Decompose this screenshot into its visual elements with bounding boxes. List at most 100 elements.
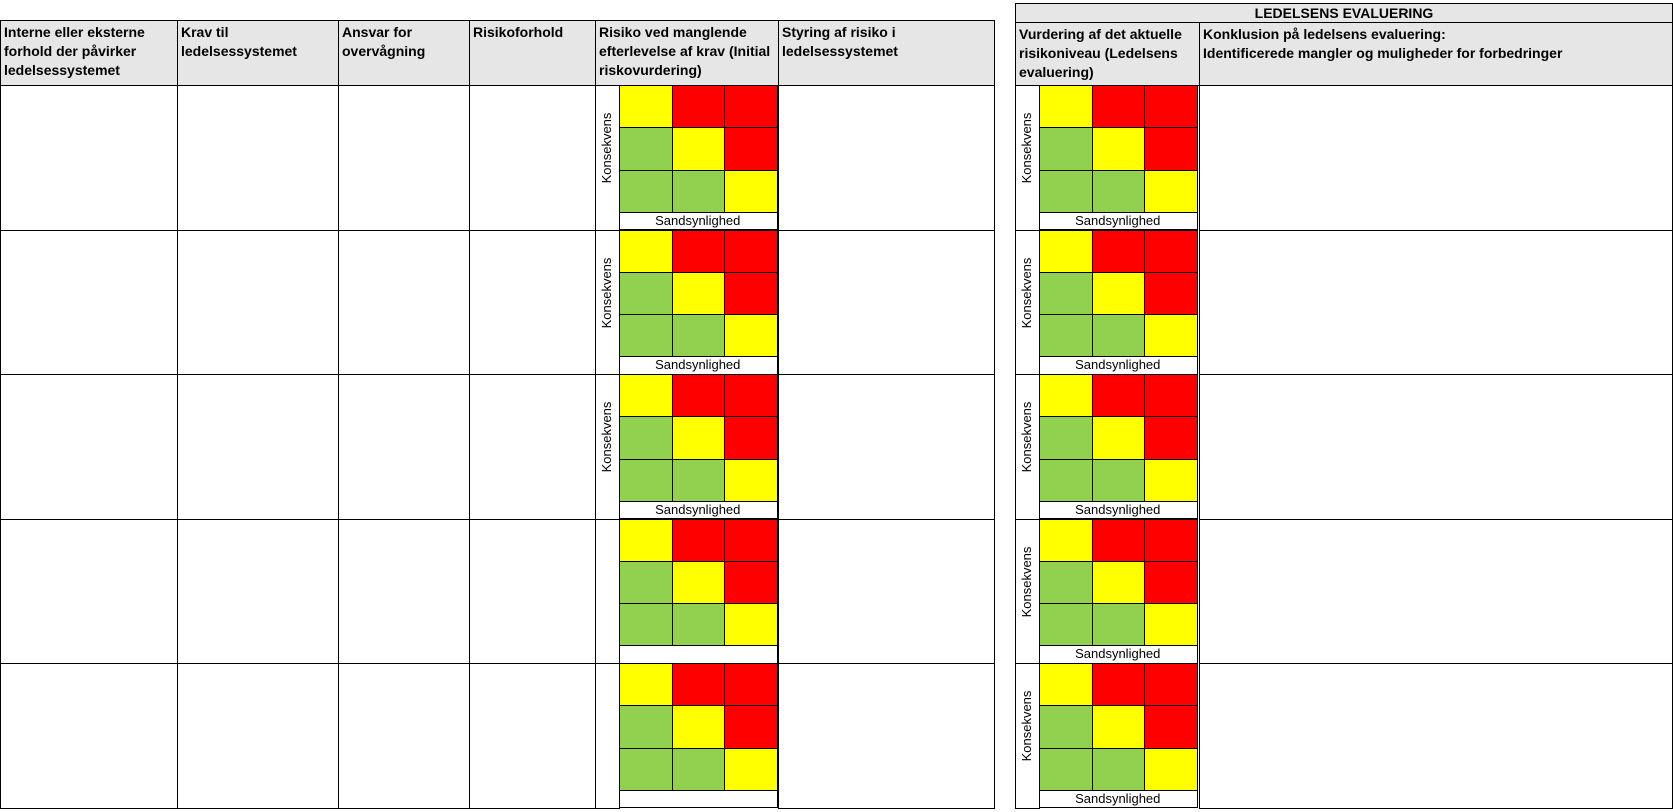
row-4-current-matrix-cell[interactable] <box>1039 663 1093 707</box>
row-0-initial-matrix-cell[interactable] <box>671 127 725 171</box>
row-4-initial-matrix-cell[interactable] <box>724 747 778 791</box>
row-4-col-3-cell[interactable] <box>469 663 596 809</box>
row-3-initial-matrix-cell[interactable] <box>619 603 673 647</box>
row-4-col-0-cell[interactable] <box>0 663 178 809</box>
row-3-initial-matrix-cell[interactable] <box>619 560 673 605</box>
row-0-initial-matrix-cell[interactable] <box>671 85 725 129</box>
row-2-current-matrix-cell[interactable] <box>1039 374 1093 418</box>
row-0-current-matrix-cell[interactable] <box>1144 127 1198 171</box>
row-2-col-2-cell[interactable] <box>338 374 470 520</box>
row-4-initial-matrix-cell[interactable] <box>724 663 778 707</box>
row-1-current-matrix-cell[interactable] <box>1039 229 1093 273</box>
row-2-initial-matrix-cell[interactable] <box>671 458 725 502</box>
row-4-styring-cell[interactable] <box>778 663 995 809</box>
row-4-initial-matrix-cell[interactable] <box>671 747 725 791</box>
row-3-current-matrix-cell[interactable] <box>1144 518 1198 562</box>
row-0-current-matrix-cell[interactable] <box>1039 85 1093 129</box>
row-4-col-1-cell[interactable] <box>177 663 339 809</box>
row-3-col-2-cell[interactable] <box>338 518 470 664</box>
row-4-current-matrix-cell[interactable] <box>1091 747 1145 791</box>
row-2-konklusion-cell[interactable] <box>1199 374 1673 520</box>
row-2-current-matrix-cell[interactable] <box>1039 458 1093 502</box>
row-4-initial-matrix-cell[interactable] <box>619 663 673 707</box>
row-0-initial-matrix-cell[interactable] <box>619 85 673 129</box>
row-1-initial-matrix-cell[interactable] <box>671 314 725 358</box>
row-4-current-matrix-cell[interactable] <box>1039 705 1093 749</box>
row-2-initial-matrix-cell[interactable] <box>671 416 725 460</box>
row-1-initial-matrix-cell[interactable] <box>724 229 778 273</box>
row-1-initial-matrix-cell[interactable] <box>619 314 673 358</box>
row-3-styring-cell[interactable] <box>778 518 995 664</box>
row-0-initial-matrix-cell[interactable] <box>724 127 778 171</box>
row-3-current-matrix-cell[interactable] <box>1039 603 1093 647</box>
row-3-initial-matrix-cell[interactable] <box>671 560 725 605</box>
row-2-initial-matrix-cell[interactable] <box>724 416 778 460</box>
row-0-col-1-cell[interactable] <box>177 85 339 231</box>
row-3-current-matrix-cell[interactable] <box>1144 603 1198 647</box>
row-1-current-matrix-cell[interactable] <box>1091 271 1145 316</box>
row-0-col-0-cell[interactable] <box>0 85 178 231</box>
row-0-initial-matrix-cell[interactable] <box>619 127 673 171</box>
row-1-current-matrix-cell[interactable] <box>1039 271 1093 316</box>
row-2-current-matrix-cell[interactable] <box>1091 374 1145 418</box>
row-0-current-matrix-cell[interactable] <box>1039 127 1093 171</box>
row-0-col-3-cell[interactable] <box>469 85 596 231</box>
row-1-current-matrix-cell[interactable] <box>1091 229 1145 273</box>
row-2-current-matrix-cell[interactable] <box>1091 416 1145 460</box>
row-3-col-1-cell[interactable] <box>177 518 339 664</box>
row-0-current-matrix-cell[interactable] <box>1039 169 1093 213</box>
row-3-initial-matrix-cell[interactable] <box>671 518 725 562</box>
row-4-initial-matrix-cell[interactable] <box>724 705 778 749</box>
row-0-current-matrix-cell[interactable] <box>1144 169 1198 213</box>
row-2-initial-matrix-cell[interactable] <box>619 458 673 502</box>
row-2-current-matrix-cell[interactable] <box>1039 416 1093 460</box>
row-1-konklusion-cell[interactable] <box>1199 229 1673 375</box>
row-2-current-matrix-cell[interactable] <box>1144 458 1198 502</box>
row-3-col-3-cell[interactable] <box>469 518 596 664</box>
row-4-current-matrix-cell[interactable] <box>1091 663 1145 707</box>
row-4-initial-matrix-cell[interactable] <box>619 747 673 791</box>
row-1-initial-matrix-cell[interactable] <box>671 229 725 273</box>
row-1-initial-matrix-cell[interactable] <box>619 229 673 273</box>
row-1-current-matrix-cell[interactable] <box>1144 271 1198 316</box>
row-0-initial-matrix-cell[interactable] <box>619 169 673 213</box>
row-4-initial-matrix-cell[interactable] <box>619 705 673 749</box>
row-3-current-matrix-cell[interactable] <box>1039 560 1093 605</box>
row-0-current-matrix-cell[interactable] <box>1144 85 1198 129</box>
row-0-col-2-cell[interactable] <box>338 85 470 231</box>
row-1-col-3-cell[interactable] <box>469 229 596 375</box>
row-1-current-matrix-cell[interactable] <box>1144 229 1198 273</box>
row-3-initial-matrix-cell[interactable] <box>724 560 778 605</box>
row-1-initial-matrix-cell[interactable] <box>671 271 725 316</box>
row-2-col-3-cell[interactable] <box>469 374 596 520</box>
row-3-current-matrix-cell[interactable] <box>1144 560 1198 605</box>
row-3-current-matrix-cell[interactable] <box>1091 518 1145 562</box>
row-1-initial-matrix-cell[interactable] <box>724 314 778 358</box>
row-4-current-matrix-cell[interactable] <box>1144 747 1198 791</box>
row-2-initial-matrix-cell[interactable] <box>671 374 725 418</box>
row-4-konklusion-cell[interactable] <box>1199 663 1673 809</box>
row-1-col-1-cell[interactable] <box>177 229 339 375</box>
row-4-initial-matrix-cell[interactable] <box>671 705 725 749</box>
row-4-current-matrix-cell[interactable] <box>1144 705 1198 749</box>
row-4-col-2-cell[interactable] <box>338 663 470 809</box>
row-3-konklusion-cell[interactable] <box>1199 518 1673 664</box>
row-1-current-matrix-cell[interactable] <box>1039 314 1093 358</box>
row-4-current-matrix-cell[interactable] <box>1091 705 1145 749</box>
row-0-current-matrix-cell[interactable] <box>1091 85 1145 129</box>
row-1-initial-matrix-cell[interactable] <box>724 271 778 316</box>
row-2-current-matrix-cell[interactable] <box>1091 458 1145 502</box>
row-0-current-matrix-cell[interactable] <box>1091 127 1145 171</box>
row-1-styring-cell[interactable] <box>778 229 995 375</box>
row-2-styring-cell[interactable] <box>778 374 995 520</box>
row-2-col-0-cell[interactable] <box>0 374 178 520</box>
row-2-initial-matrix-cell[interactable] <box>724 374 778 418</box>
row-3-current-matrix-cell[interactable] <box>1039 518 1093 562</box>
row-0-current-matrix-cell[interactable] <box>1091 169 1145 213</box>
row-4-current-matrix-cell[interactable] <box>1039 747 1093 791</box>
row-2-current-matrix-cell[interactable] <box>1144 416 1198 460</box>
row-3-current-matrix-cell[interactable] <box>1091 560 1145 605</box>
row-0-styring-cell[interactable] <box>778 85 995 231</box>
row-1-col-0-cell[interactable] <box>0 229 178 375</box>
row-3-initial-matrix-cell[interactable] <box>724 603 778 647</box>
